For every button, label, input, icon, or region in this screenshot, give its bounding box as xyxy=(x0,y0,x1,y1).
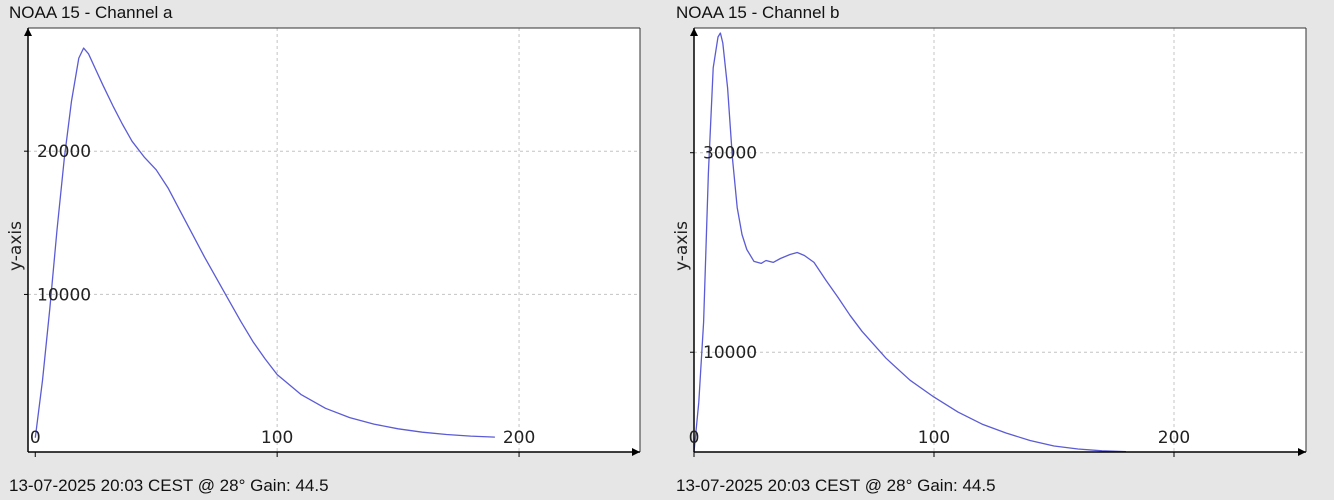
x-tick-label: 100 xyxy=(261,428,293,448)
x-axis-arrow xyxy=(1298,448,1306,456)
chart-title: NOAA 15 - Channel a xyxy=(9,3,173,22)
x-tick-label: 100 xyxy=(918,428,950,448)
chart-footer-status: 13-07-2025 20:03 CEST @ 28° Gain: 44.5 xyxy=(676,476,996,495)
plot-area: 0 100 200 10000 30000 y-axis xyxy=(672,27,1307,457)
chart-panel-channel-a: NOAA 15 - Channel a 0 100 200 10000 20000 y-a… xyxy=(6,3,641,495)
y-tick-label: 30000 xyxy=(703,144,757,164)
chart-panel-channel-b: NOAA 15 - Channel b 0 100 200 10000 30000 y-a… xyxy=(667,0,1334,500)
x-tick-label: 0 xyxy=(689,428,700,448)
y-axis-arrow xyxy=(690,28,698,36)
y-axis-arrow xyxy=(24,28,32,36)
chart-title: NOAA 15 - Channel b xyxy=(676,3,840,22)
y-tick-label: 20000 xyxy=(37,142,91,162)
x-tick-label: 200 xyxy=(1158,428,1190,448)
y-axis-title: y-axis xyxy=(672,221,692,271)
plot-background xyxy=(694,28,1306,452)
x-axis-arrow xyxy=(632,448,640,456)
plot-background xyxy=(28,28,640,452)
series-line xyxy=(34,47,495,438)
x-tick-label: 200 xyxy=(503,428,535,448)
x-tick-label: 0 xyxy=(30,428,41,448)
y-axis-title: y-axis xyxy=(6,221,26,271)
series-line xyxy=(693,32,1127,453)
chart-footer-status: 13-07-2025 20:03 CEST @ 28° Gain: 44.5 xyxy=(9,476,329,495)
y-tick-label: 10000 xyxy=(37,285,91,305)
plot-area: 0 100 200 10000 20000 y-axis xyxy=(6,27,641,457)
y-tick-label: 10000 xyxy=(703,343,757,363)
